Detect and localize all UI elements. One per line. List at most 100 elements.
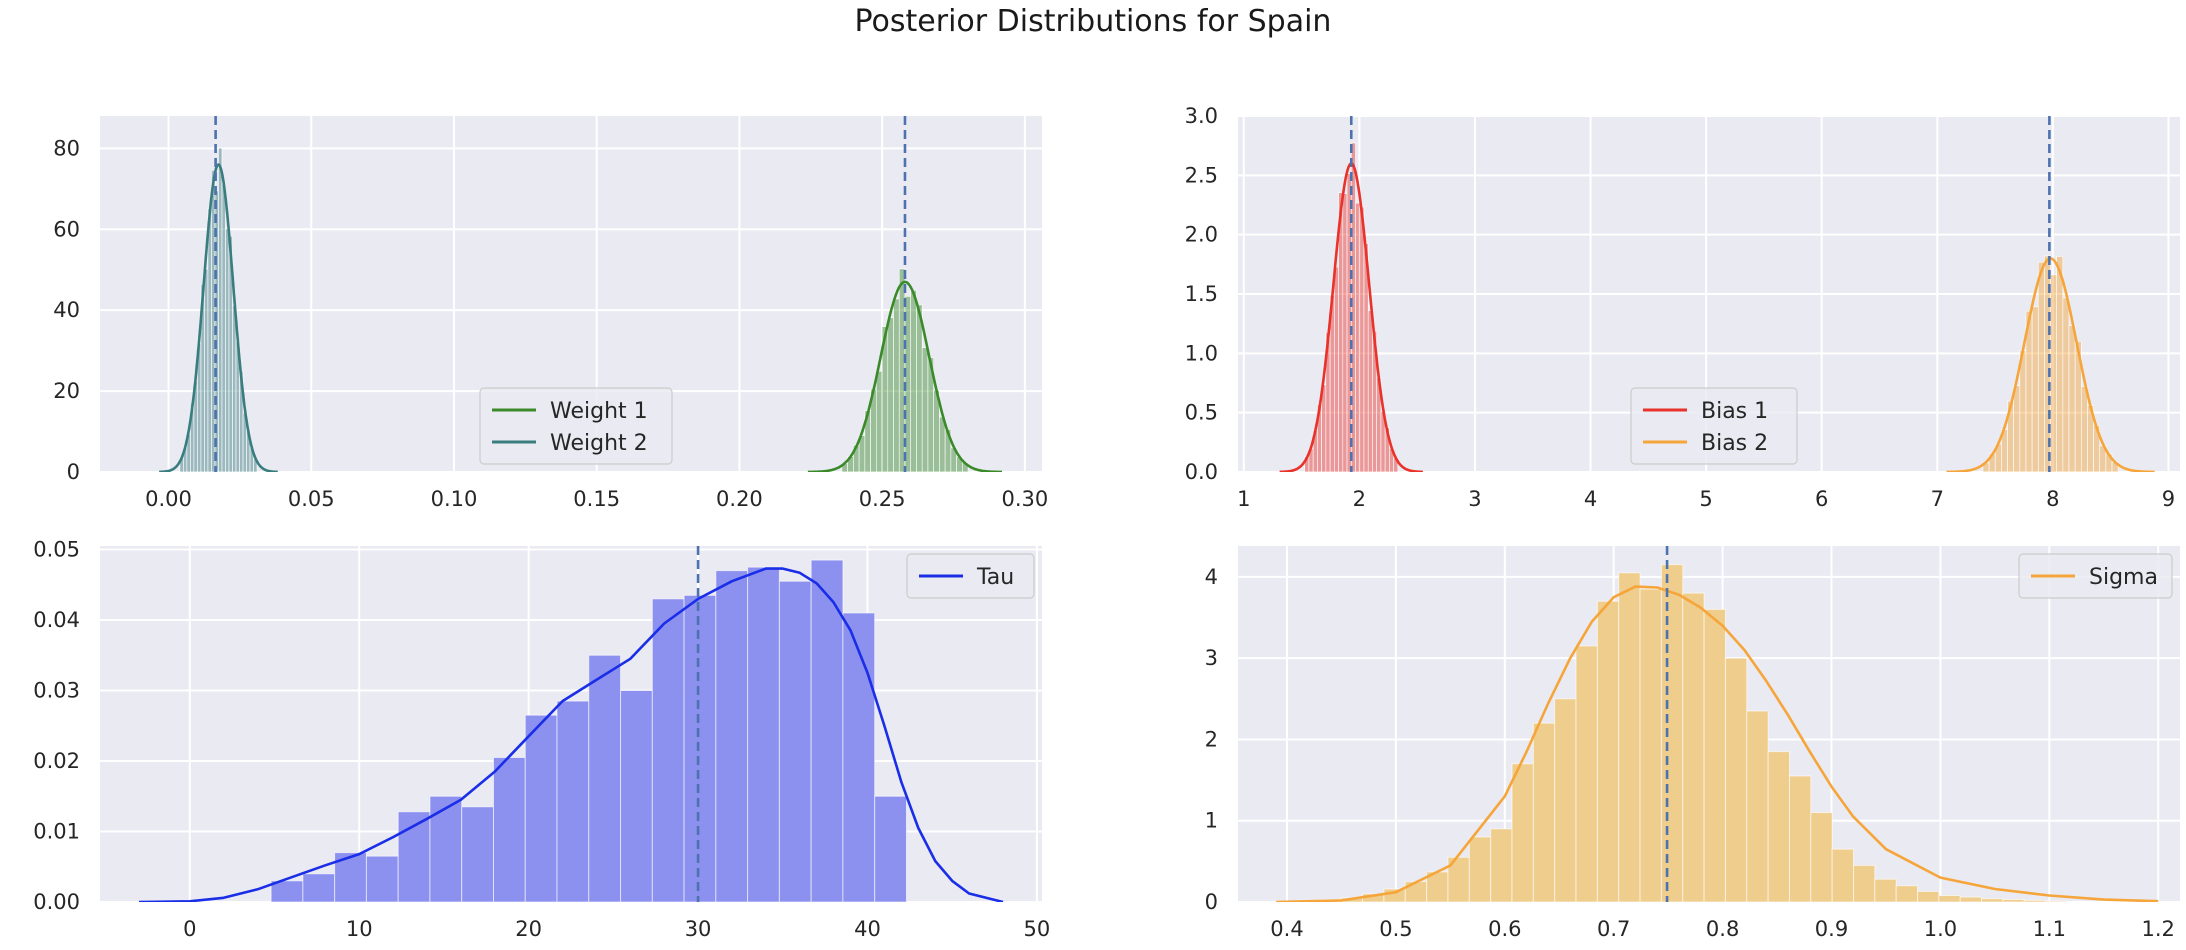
biases-y-tick-label: 2.0: [1185, 223, 1218, 247]
bias-2-histogram-bar: [2031, 306, 2039, 472]
sigma-histogram-bar: [1746, 710, 1769, 902]
tau-histogram-bar: [365, 855, 399, 902]
tau-histogram-bar: [651, 598, 685, 902]
tau-histogram-bar: [715, 570, 749, 902]
biases-x-tick-label: 4: [1584, 487, 1597, 511]
weights-legend: Weight 1 Weight 2: [479, 387, 673, 465]
biases-y-tick-label: 1.5: [1185, 282, 1218, 306]
biases-x-tick-label: 1: [1237, 487, 1250, 511]
tau-legend-label: Tau: [976, 565, 1014, 590]
tau-histogram-bar: [302, 873, 336, 902]
tau-histogram-bar: [747, 566, 780, 902]
tau-y-tick-label: 0.00: [33, 890, 80, 914]
sigma-x-tick-label: 0.5: [1379, 917, 1412, 941]
sigma-histogram-bar: [2045, 900, 2068, 902]
sigma-histogram-bar: [1682, 592, 1705, 902]
weight-1-histogram-bar: [916, 304, 923, 472]
tau-y-tick-label: 0.04: [33, 608, 80, 632]
weight-1-histogram-bar: [876, 371, 883, 472]
sigma-marks: [1276, 546, 2159, 902]
weight-2-histogram-bar: [204, 268, 209, 472]
sigma-histogram-bar: [1917, 890, 1940, 902]
biases-legend: Bias 1 Bias 2: [1630, 387, 1798, 465]
tau-histogram-bar: [874, 795, 907, 902]
weight-2-histogram-bar: [232, 305, 237, 472]
sigma-legend-label: Sigma: [2089, 565, 2158, 590]
sigma-x-tick-label: 0.4: [1270, 917, 1303, 941]
tau-histogram-bar: [683, 594, 717, 902]
tau-x-tick-label: 0: [183, 917, 196, 941]
weights-y-tick-label: 40: [53, 298, 80, 322]
tau-histogram-bar: [556, 700, 590, 902]
figure-title: Posterior Distributions for Spain: [854, 4, 1332, 39]
biases-y-tick-label: 2.5: [1185, 163, 1218, 187]
sigma-histogram-bar: [1575, 645, 1598, 902]
tau-histogram-bar: [492, 756, 526, 902]
sigma-histogram-bar: [1383, 888, 1406, 902]
weight-1-legend-label: Weight 1: [550, 399, 648, 424]
sigma-histogram-bar: [1895, 885, 1919, 902]
tau-y-tick-label: 0.02: [33, 749, 80, 773]
sigma-histogram-bar: [1959, 896, 1983, 902]
sigma-histogram-bar: [1660, 564, 1684, 902]
tau-histogram-bar: [620, 690, 653, 902]
sigma-histogram-bar: [1468, 836, 1492, 902]
sigma-histogram-bar: [1703, 608, 1726, 902]
biases-x-tick-label: 9: [2162, 487, 2175, 511]
weight-1-histogram-bar: [910, 290, 917, 472]
weight-1-histogram-bar: [887, 317, 894, 472]
biases-x-tick-label: 8: [2046, 487, 2059, 511]
biases-x-tick-label: 7: [1931, 487, 1944, 511]
tau-x-tick-label: 30: [685, 917, 712, 941]
tau-y-tick-label: 0.05: [33, 538, 80, 562]
biases-y-tick-label: 0.0: [1185, 460, 1218, 484]
weights-x-tick-label: 0.15: [573, 487, 620, 511]
sigma-histogram-bar: [1618, 572, 1641, 902]
sigma-histogram-bar: [1788, 775, 1812, 902]
sigma-y-tick-label: 4: [1205, 565, 1218, 589]
sigma-histogram-bar: [1853, 864, 1876, 902]
biases-marks: [1279, 116, 2155, 472]
tau-legend: Tau: [906, 553, 1035, 599]
bias-1-histogram-bar: [1342, 193, 1348, 472]
tau-histogram-bar: [588, 654, 622, 902]
tau-marks: [138, 546, 1004, 902]
sigma-legend: Sigma: [2018, 553, 2173, 599]
bias-2-histogram-bar: [2080, 386, 2088, 472]
tau-panel: 0 10 20 30 40 50 0.00 0.01 0.02 0.03 0.04 0.05 Tau: [33, 538, 1050, 941]
bias-1-histogram-bar: [1359, 206, 1365, 472]
bias-2-histogram-bar: [2068, 325, 2076, 472]
sigma-histogram-bar: [1938, 894, 1961, 902]
sigma-x-tick-label: 1.1: [2033, 917, 2066, 941]
weights-panel: 0.00 0.05 0.10 0.15 0.20 0.25 0.30 0 20 40 60 80 Wei…: [53, 116, 1048, 511]
weights-x-tick-label: 0.05: [288, 487, 335, 511]
bias-2-histogram-bar: [2056, 256, 2064, 472]
weights-x-tick-label: 0.30: [1001, 487, 1048, 511]
weight-1-kde-line: [807, 280, 1003, 472]
tau-histogram-bar: [429, 795, 463, 902]
sigma-histogram-bar: [2002, 899, 2025, 902]
bias-2-histogram-bar: [2013, 385, 2021, 472]
weights-y-tick-label: 20: [53, 379, 80, 403]
weight-2-histogram-bar: [225, 228, 230, 472]
sigma-histogram-bar: [1554, 698, 1577, 902]
sigma-panel: 0.4 0.5 0.6 0.7 0.8 0.9 1.0 1.1 1.2 0 1 2 3 4 Sigma: [1205, 546, 2180, 941]
tau-histogram-bar: [524, 714, 558, 902]
weights-marks: [158, 116, 1003, 472]
sigma-y-tick-label: 1: [1205, 809, 1218, 833]
sigma-y-tick-label: 2: [1205, 727, 1218, 751]
sigma-y-tick-label: 3: [1205, 646, 1218, 670]
weight-2-kde-line: [158, 163, 279, 472]
weight-1-histogram-bar: [921, 347, 929, 472]
tau-histogram-bar: [461, 806, 494, 902]
tau-kde-line: [138, 567, 1004, 902]
bias-1-histogram-bar: [1334, 266, 1339, 472]
weights-x-tick-label: 0.10: [431, 487, 478, 511]
bias-2-histogram-bar: [2037, 261, 2045, 472]
weight-1-histogram-bar: [893, 298, 900, 472]
biases-y-tick-label: 0.5: [1185, 401, 1218, 425]
sigma-kde-line: [1276, 585, 2159, 902]
sigma-x-tick-label: 1.0: [1924, 917, 1957, 941]
weights-x-tick-label: 0.25: [859, 487, 906, 511]
